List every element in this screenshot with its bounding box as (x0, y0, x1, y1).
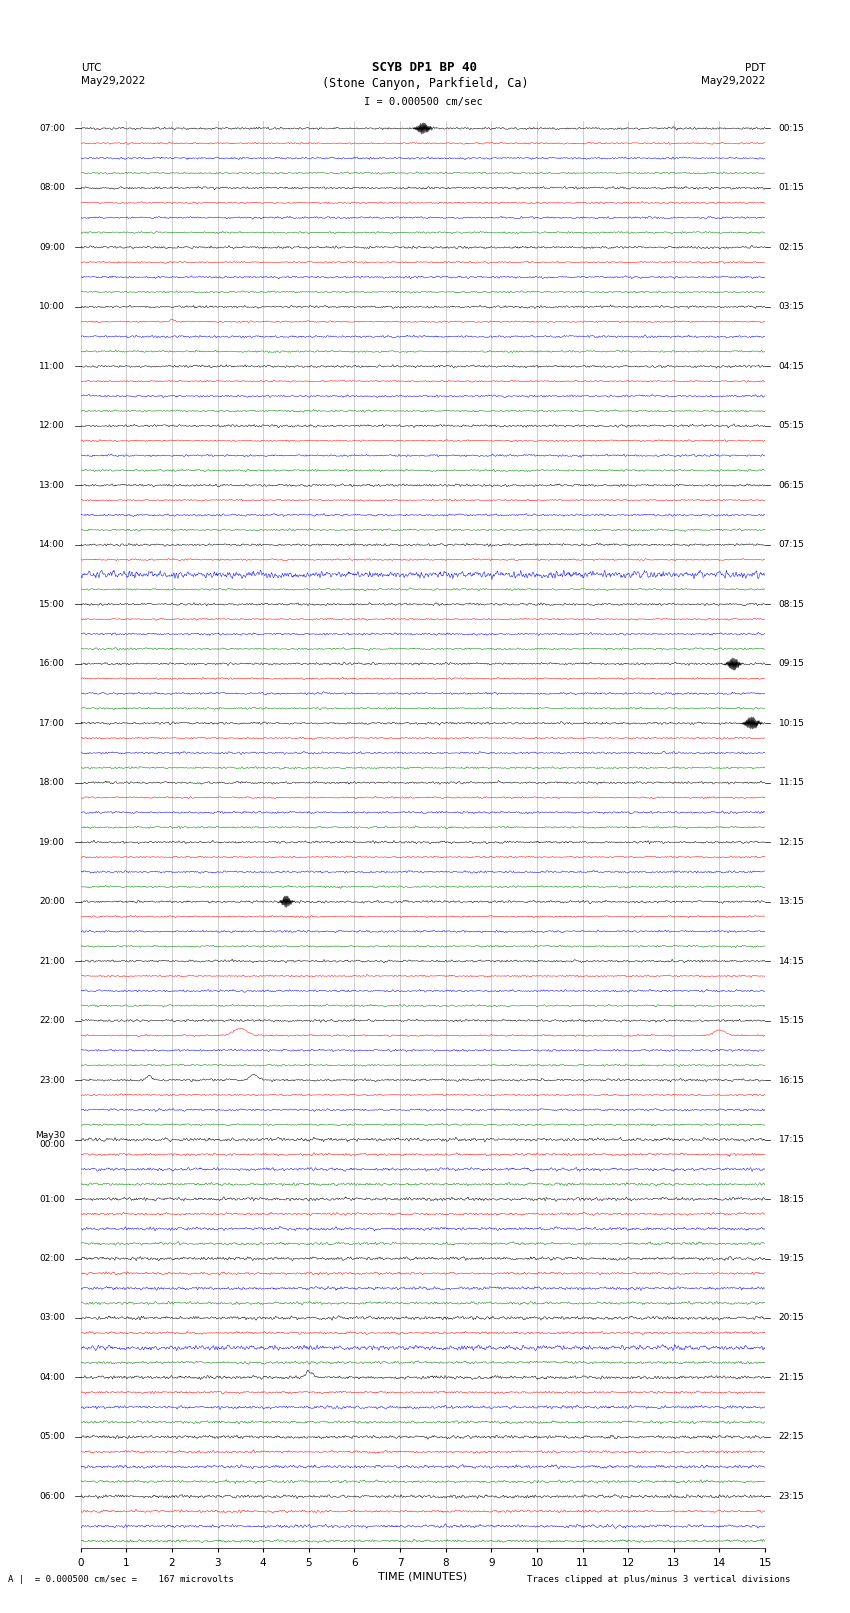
Text: 01:00: 01:00 (39, 1195, 65, 1203)
Text: 09:15: 09:15 (779, 660, 805, 668)
Text: 00:15: 00:15 (779, 124, 805, 132)
Text: 20:15: 20:15 (779, 1313, 804, 1323)
Text: 09:00: 09:00 (39, 244, 65, 252)
Text: 05:00: 05:00 (39, 1432, 65, 1442)
Text: 14:00: 14:00 (39, 540, 65, 550)
Text: 12:15: 12:15 (779, 837, 804, 847)
Text: May30: May30 (35, 1131, 65, 1140)
Text: 19:15: 19:15 (779, 1253, 805, 1263)
Text: 16:15: 16:15 (779, 1076, 805, 1084)
Text: 23:15: 23:15 (779, 1492, 804, 1502)
Text: PDT: PDT (745, 63, 765, 73)
Text: 07:15: 07:15 (779, 540, 805, 550)
Text: 14:15: 14:15 (779, 957, 804, 966)
Text: 22:15: 22:15 (779, 1432, 804, 1442)
Text: 00:00: 00:00 (39, 1139, 65, 1148)
Text: 19:00: 19:00 (39, 837, 65, 847)
Text: 21:15: 21:15 (779, 1373, 804, 1382)
Text: Traces clipped at plus/minus 3 vertical divisions: Traces clipped at plus/minus 3 vertical … (527, 1574, 790, 1584)
Text: 13:00: 13:00 (39, 481, 65, 490)
Text: 04:15: 04:15 (779, 361, 804, 371)
Text: (Stone Canyon, Parkfield, Ca): (Stone Canyon, Parkfield, Ca) (321, 77, 529, 90)
Text: 03:15: 03:15 (779, 302, 805, 311)
Text: SCYB DP1 BP 40: SCYB DP1 BP 40 (372, 61, 478, 74)
Text: 08:15: 08:15 (779, 600, 805, 608)
Text: 06:15: 06:15 (779, 481, 805, 490)
Text: 02:00: 02:00 (39, 1253, 65, 1263)
Text: 02:15: 02:15 (779, 244, 804, 252)
Text: 15:00: 15:00 (39, 600, 65, 608)
Text: 10:15: 10:15 (779, 719, 805, 727)
Text: 06:00: 06:00 (39, 1492, 65, 1502)
Text: 18:15: 18:15 (779, 1195, 805, 1203)
Text: 22:00: 22:00 (39, 1016, 65, 1026)
Text: 07:00: 07:00 (39, 124, 65, 132)
Text: 01:15: 01:15 (779, 184, 805, 192)
Text: 21:00: 21:00 (39, 957, 65, 966)
Text: 04:00: 04:00 (39, 1373, 65, 1382)
Text: 05:15: 05:15 (779, 421, 805, 431)
Text: 12:00: 12:00 (39, 421, 65, 431)
X-axis label: TIME (MINUTES): TIME (MINUTES) (378, 1571, 468, 1582)
Text: A |  = 0.000500 cm/sec =    167 microvolts: A | = 0.000500 cm/sec = 167 microvolts (8, 1574, 235, 1584)
Text: 11:15: 11:15 (779, 777, 805, 787)
Text: 17:00: 17:00 (39, 719, 65, 727)
Text: 15:15: 15:15 (779, 1016, 805, 1026)
Text: 20:00: 20:00 (39, 897, 65, 907)
Text: 17:15: 17:15 (779, 1136, 805, 1144)
Text: 03:00: 03:00 (39, 1313, 65, 1323)
Text: May29,2022: May29,2022 (81, 76, 145, 85)
Text: I = 0.000500 cm/sec: I = 0.000500 cm/sec (364, 97, 482, 106)
Text: 16:00: 16:00 (39, 660, 65, 668)
Text: May29,2022: May29,2022 (700, 76, 765, 85)
Text: 13:15: 13:15 (779, 897, 805, 907)
Text: 23:00: 23:00 (39, 1076, 65, 1084)
Text: 10:00: 10:00 (39, 302, 65, 311)
Text: 18:00: 18:00 (39, 777, 65, 787)
Text: UTC: UTC (81, 63, 101, 73)
Text: 08:00: 08:00 (39, 184, 65, 192)
Text: 11:00: 11:00 (39, 361, 65, 371)
